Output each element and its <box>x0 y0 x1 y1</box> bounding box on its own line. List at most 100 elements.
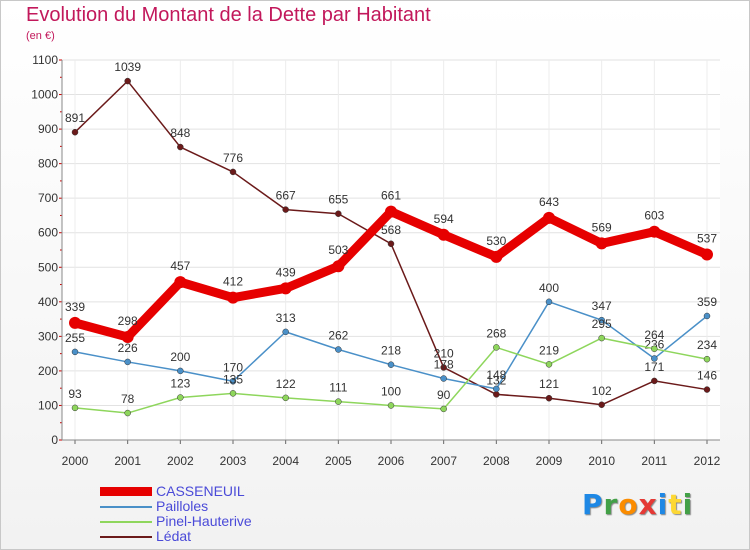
data-point <box>279 282 292 295</box>
data-point <box>229 168 237 176</box>
chart-title: Evolution du Montant de la Dette par Hab… <box>26 4 431 26</box>
x-tick-label: 2003 <box>220 454 247 468</box>
x-tick-label: 2000 <box>62 454 89 468</box>
logo-letter: i <box>657 488 669 521</box>
logo-letter: P <box>582 488 604 521</box>
legend-swatch-pinel-hauterive <box>100 521 152 523</box>
data-point <box>71 348 79 356</box>
data-label: 661 <box>381 189 401 203</box>
data-label: 503 <box>328 243 348 257</box>
x-tick-label: 2011 <box>641 454 667 468</box>
data-point <box>701 248 713 261</box>
data-label: 90 <box>437 388 451 402</box>
data-label: 848 <box>170 126 190 140</box>
data-point <box>282 328 289 336</box>
logo-letter: i <box>682 488 694 521</box>
data-point <box>595 237 608 250</box>
data-point <box>282 206 289 213</box>
data-point <box>177 367 184 375</box>
data-label: 132 <box>486 373 506 387</box>
y-tick-label: 400 <box>38 295 58 309</box>
data-label: 568 <box>381 223 401 237</box>
y-tick-label: 700 <box>38 191 58 205</box>
logo-letter: t <box>668 488 683 521</box>
data-point <box>598 401 605 409</box>
x-tick-label: 2012 <box>694 454 721 468</box>
data-label: 643 <box>539 195 559 209</box>
data-label: 603 <box>644 209 664 223</box>
y-tick-label: 100 <box>38 398 58 412</box>
data-point <box>177 143 184 151</box>
data-point <box>440 375 447 382</box>
y-tick-label: 200 <box>38 364 58 378</box>
x-tick-label: 2010 <box>588 454 615 468</box>
data-label: 122 <box>276 377 296 391</box>
data-label: 891 <box>65 111 85 125</box>
data-label: 359 <box>697 295 717 309</box>
y-tick-label: 500 <box>38 260 58 274</box>
data-point <box>121 331 134 344</box>
data-point <box>177 394 184 401</box>
data-point <box>545 394 553 402</box>
data-point <box>69 316 81 329</box>
data-label: 655 <box>328 193 348 207</box>
data-point <box>229 378 237 385</box>
x-tick-label: 2005 <box>325 454 352 468</box>
data-point <box>335 346 342 353</box>
data-label: 170 <box>223 360 243 374</box>
data-label: 218 <box>381 344 401 358</box>
data-point <box>651 345 658 353</box>
data-point <box>651 355 658 362</box>
x-tick-label: 2007 <box>430 454 457 468</box>
y-tick-label: 0 <box>51 433 58 447</box>
data-point <box>437 228 450 241</box>
x-tick-label: 2002 <box>167 454 194 468</box>
data-point <box>651 377 658 385</box>
data-label: 171 <box>644 360 664 374</box>
data-label: 262 <box>328 328 348 342</box>
data-point <box>71 404 79 412</box>
data-label: 210 <box>434 346 454 360</box>
data-point <box>598 334 605 342</box>
data-point <box>440 405 447 413</box>
data-label: 667 <box>276 189 296 203</box>
data-point <box>440 364 447 371</box>
data-point <box>545 361 553 368</box>
data-label: 234 <box>697 338 717 352</box>
y-tick-label: 300 <box>38 329 58 343</box>
y-tick-label: 800 <box>38 157 58 171</box>
logo-letter: o <box>618 488 639 521</box>
data-label: 178 <box>434 358 454 372</box>
data-point <box>124 409 131 417</box>
data-label: 594 <box>434 212 454 226</box>
data-label: 569 <box>592 220 612 234</box>
data-label: 93 <box>68 387 82 401</box>
legend-swatch-casseneuil <box>100 487 152 496</box>
data-label: 530 <box>486 234 506 248</box>
data-label: 457 <box>170 259 190 273</box>
data-point <box>387 240 395 248</box>
legend-swatch-ledat <box>100 536 152 538</box>
x-tick-label: 2008 <box>483 454 510 468</box>
logo-letter: r <box>603 488 619 521</box>
data-label: 123 <box>170 377 190 391</box>
data-point <box>335 398 342 405</box>
data-point <box>385 205 397 218</box>
data-label: 298 <box>118 314 138 328</box>
data-point <box>332 260 345 273</box>
chart-subtitle: (en €) <box>26 30 55 42</box>
data-label: 135 <box>223 372 243 386</box>
data-point <box>545 298 553 306</box>
data-label: 146 <box>697 369 717 383</box>
data-point <box>703 386 711 393</box>
data-point <box>124 358 131 366</box>
data-point <box>227 291 239 304</box>
x-tick-label: 2004 <box>272 454 299 468</box>
legend-label: Lédat <box>156 528 192 544</box>
data-label: 102 <box>592 384 612 398</box>
data-label: 111 <box>329 381 348 395</box>
y-tick-label: 1100 <box>32 53 58 67</box>
data-point <box>493 344 500 351</box>
data-point <box>124 77 131 85</box>
data-label: 400 <box>539 281 559 295</box>
